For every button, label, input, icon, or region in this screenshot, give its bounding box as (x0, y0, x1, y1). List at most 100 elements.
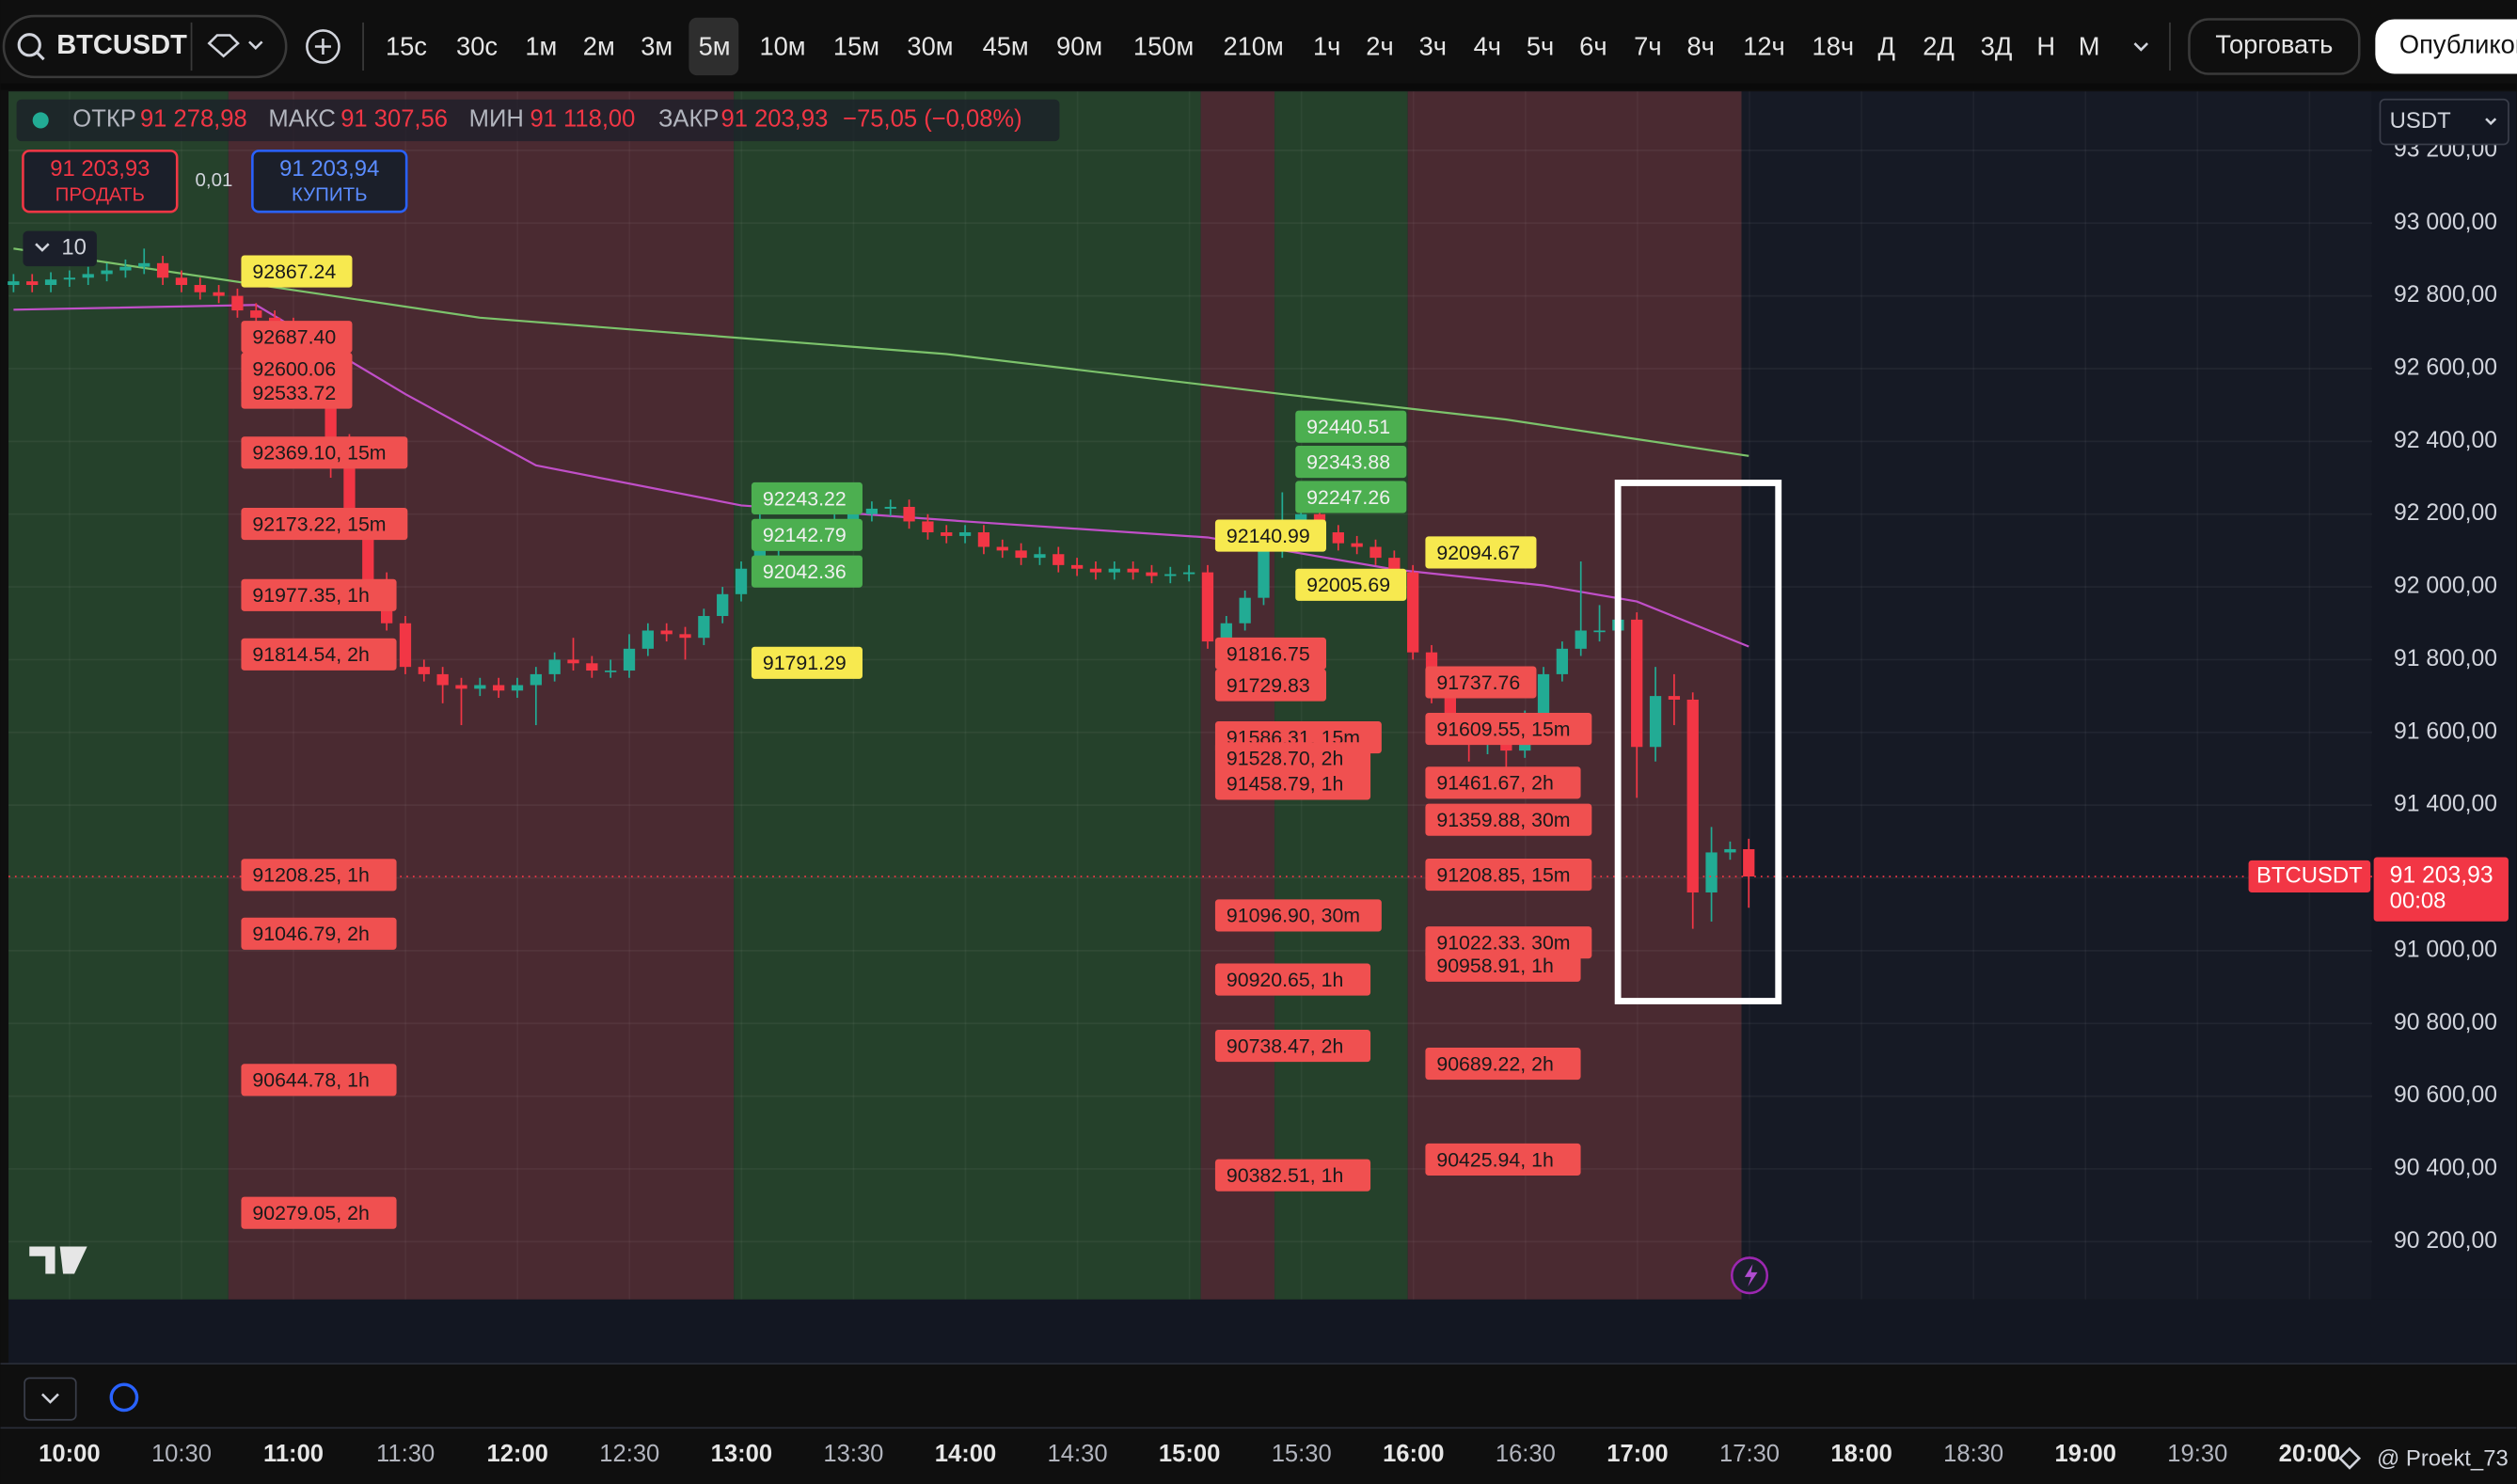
moving-average (13, 304, 1749, 648)
candle-body (922, 521, 934, 533)
interval[interactable]: 45м (983, 31, 1029, 60)
candle-body (548, 659, 561, 674)
price-label-box (241, 508, 408, 541)
interval[interactable]: 7ч (1634, 31, 1661, 60)
candle-body (493, 685, 505, 691)
highlight-box (1614, 480, 1782, 1004)
candle-body (1593, 630, 1606, 633)
price-label: 92247.26 (1306, 486, 1390, 509)
x-tick-label: 18:00 (1830, 1441, 1892, 1467)
interval[interactable]: 5ч (1527, 31, 1554, 60)
chevron[interactable] (2133, 42, 2148, 52)
chevron (35, 243, 50, 252)
candle-body (1108, 568, 1120, 573)
candle-body (1089, 568, 1102, 573)
sell-button[interactable] (22, 150, 179, 213)
publish-button[interactable] (2375, 19, 2517, 74)
interval[interactable]: 1м (525, 31, 557, 60)
symbol-search[interactable] (2, 14, 288, 79)
price-label-box (751, 555, 863, 588)
price-label-box (241, 859, 397, 892)
price-label-box (241, 352, 353, 386)
collapse-button[interactable] (24, 1377, 77, 1421)
countdown: 00:08 (2390, 889, 2446, 914)
price-label-box (1214, 637, 1326, 671)
price-label-box (1425, 666, 1537, 699)
price-label-box (751, 518, 863, 551)
y-tick-label: 91 400,00 (2394, 792, 2497, 817)
interval[interactable]: 3ч (1419, 31, 1447, 60)
candle-body (175, 277, 188, 286)
price-label: 91816.75 (1227, 642, 1310, 665)
price-label: 91022.33, 30m (1436, 932, 1570, 955)
price-label: 91814.54, 2h (252, 643, 369, 666)
x-tick-label: 12:00 (486, 1441, 547, 1467)
legend-change: −75,05 (−0,08%) (843, 106, 1022, 133)
interval[interactable]: 2ч (1366, 31, 1393, 60)
interval[interactable]: 1ч (1313, 31, 1340, 60)
price-label: 91208.85, 15m (1436, 863, 1570, 886)
interval[interactable]: 8ч (1686, 31, 1714, 60)
candle-body (1053, 554, 1065, 565)
price-label: 91359.88, 30m (1436, 809, 1570, 831)
indicators-toggle[interactable] (23, 230, 97, 267)
watermark-icon (2337, 1446, 2362, 1470)
candle-body (82, 274, 94, 278)
candle-body (1407, 572, 1419, 653)
interval[interactable]: М (2079, 31, 2100, 60)
price-label-box (751, 482, 863, 515)
y-tick-label: 91 800,00 (2394, 646, 2497, 671)
interval[interactable]: 210м (1223, 31, 1283, 60)
candle-body (455, 685, 467, 689)
y-tick-label: 91 600,00 (2394, 718, 2497, 744)
candle-body (847, 513, 860, 522)
candle-body (1182, 572, 1195, 575)
logo (29, 1246, 87, 1274)
interval[interactable]: 30с (456, 31, 498, 60)
x-tick-label: 15:00 (1159, 1441, 1220, 1467)
price-label: 92533.72 (252, 382, 336, 404)
x-tick-label: 14:30 (1048, 1441, 1108, 1467)
trade-button[interactable] (2188, 18, 2361, 75)
interval[interactable]: Н (2036, 31, 2055, 60)
candle-body (1127, 568, 1139, 573)
candle-body (977, 532, 990, 547)
diamond-icon[interactable] (207, 34, 240, 58)
price-label: 90920.65, 1h (1227, 969, 1343, 991)
candle-body (941, 532, 953, 536)
interval[interactable]: 90м (1056, 31, 1102, 60)
interval[interactable]: 15с (386, 31, 427, 60)
currency-select[interactable] (2379, 98, 2509, 146)
candle-body (1201, 572, 1214, 642)
legend-label: МИН (469, 106, 524, 133)
interval[interactable]: 15м (833, 31, 879, 60)
interval[interactable]: 10м (759, 31, 805, 60)
refresh-button[interactable] (109, 1382, 139, 1413)
candle-body (1258, 550, 1270, 598)
buy-button[interactable] (251, 150, 408, 213)
interval[interactable]: 5м (699, 31, 731, 60)
interval[interactable]: 4ч (1474, 31, 1501, 60)
interval[interactable]: Д (1877, 31, 1894, 60)
buy-label: КУПИТЬ (292, 184, 368, 206)
candle-body (1332, 532, 1344, 544)
interval[interactable]: 3м (641, 31, 673, 60)
interval[interactable]: 12ч (1743, 31, 1785, 60)
sell-price: 91 203,93 (50, 156, 150, 182)
price-label: 92140.99 (1227, 525, 1310, 547)
interval[interactable]: 30м (907, 31, 953, 60)
interval[interactable]: 18ч (1813, 31, 1855, 60)
price-label-box (1295, 481, 1407, 513)
add-button[interactable] (306, 29, 340, 64)
interval[interactable]: 150м (1133, 31, 1194, 60)
interval[interactable]: 2Д (1923, 31, 1955, 60)
price-label: 90382.51, 1h (1227, 1164, 1343, 1187)
interval[interactable]: 6ч (1579, 31, 1607, 60)
candle-body (698, 616, 710, 639)
y-tick-label: 90 600,00 (2394, 1082, 2497, 1108)
trade-label: Торговать (2215, 30, 2333, 59)
price-axis (2371, 91, 2517, 1300)
interval[interactable]: 2м (583, 31, 615, 60)
interval[interactable]: 3Д (1981, 31, 2013, 60)
price-label-box (1425, 536, 1537, 569)
